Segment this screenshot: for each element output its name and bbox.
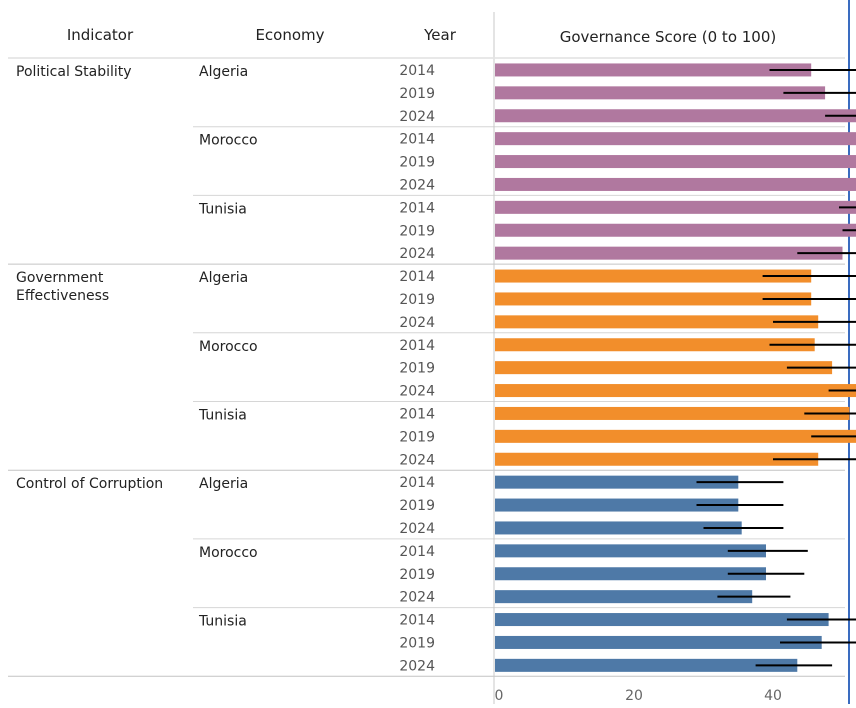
bar xyxy=(495,613,829,627)
year-label: 2024 xyxy=(399,658,435,674)
year-label: 2014 xyxy=(399,338,435,354)
header-year: Year xyxy=(423,26,457,44)
bar xyxy=(495,200,856,214)
x-tick-label: 40 xyxy=(764,688,782,704)
year-label: 2014 xyxy=(399,63,435,79)
year-label: 2019 xyxy=(399,155,435,171)
year-label: 2024 xyxy=(399,315,435,331)
year-label: 2024 xyxy=(399,109,435,125)
economy-label: Tunisia xyxy=(198,201,247,217)
year-label: 2019 xyxy=(399,429,435,445)
bar xyxy=(495,384,856,398)
bar xyxy=(495,658,798,672)
chart-rows: Political Stability Algeria 2014 2019 2024 Mo… xyxy=(8,63,856,677)
year-label: 2024 xyxy=(399,384,435,400)
bar xyxy=(495,361,833,375)
indicator-label: Effectiveness xyxy=(16,288,109,304)
year-label: 2019 xyxy=(399,361,435,377)
bar xyxy=(495,223,856,237)
bar xyxy=(495,452,819,466)
bar xyxy=(495,567,766,581)
year-label: 2014 xyxy=(399,132,435,148)
bar xyxy=(495,635,822,649)
bar xyxy=(495,109,856,123)
bar xyxy=(495,246,843,260)
year-label: 2019 xyxy=(399,292,435,308)
bar xyxy=(495,315,819,329)
bar xyxy=(495,132,856,146)
bar xyxy=(495,406,850,420)
indicator-label: Government xyxy=(16,270,104,286)
year-label: 2024 xyxy=(399,246,435,262)
bar xyxy=(495,475,739,489)
year-label: 2024 xyxy=(399,521,435,537)
year-label: 2014 xyxy=(399,269,435,285)
year-label: 2014 xyxy=(399,406,435,422)
economy-label: Tunisia xyxy=(198,614,247,630)
economy-label: Tunisia xyxy=(198,408,247,424)
year-label: 2019 xyxy=(399,223,435,239)
x-tick-label: 0 xyxy=(495,688,504,704)
bar xyxy=(495,544,766,558)
bar xyxy=(495,177,856,191)
year-label: 2014 xyxy=(399,613,435,629)
year-label: 2019 xyxy=(399,567,435,583)
year-label: 2019 xyxy=(399,498,435,514)
bar xyxy=(495,155,856,169)
bar xyxy=(495,521,742,535)
indicator-label: Political Stability xyxy=(16,64,132,80)
x-axis: 020406080100 xyxy=(493,12,845,704)
economy-label: Algeria xyxy=(199,476,248,492)
year-label: 2019 xyxy=(399,635,435,651)
year-label: 2024 xyxy=(399,590,435,606)
header-economy: Economy xyxy=(255,26,324,44)
economy-label: Morocco xyxy=(199,339,258,355)
economy-label: Morocco xyxy=(199,545,258,561)
year-label: 2019 xyxy=(399,86,435,102)
x-tick-label: 20 xyxy=(625,688,643,704)
header-score: Governance Score (0 to 100) xyxy=(560,28,777,46)
year-label: 2024 xyxy=(399,452,435,468)
year-label: 2014 xyxy=(399,200,435,216)
header-indicator: Indicator xyxy=(67,26,134,44)
year-label: 2014 xyxy=(399,475,435,491)
bar xyxy=(495,86,826,100)
bar xyxy=(495,498,739,512)
year-label: 2024 xyxy=(399,177,435,193)
bar xyxy=(495,269,812,283)
bar xyxy=(495,292,812,306)
economy-label: Algeria xyxy=(199,64,248,80)
economy-label: Algeria xyxy=(199,270,248,286)
bar xyxy=(495,63,812,77)
indicator-label: Control of Corruption xyxy=(16,476,163,492)
bar xyxy=(495,338,815,352)
bar xyxy=(495,429,856,443)
bar xyxy=(495,590,753,604)
economy-label: Morocco xyxy=(199,133,258,149)
year-label: 2014 xyxy=(399,544,435,560)
